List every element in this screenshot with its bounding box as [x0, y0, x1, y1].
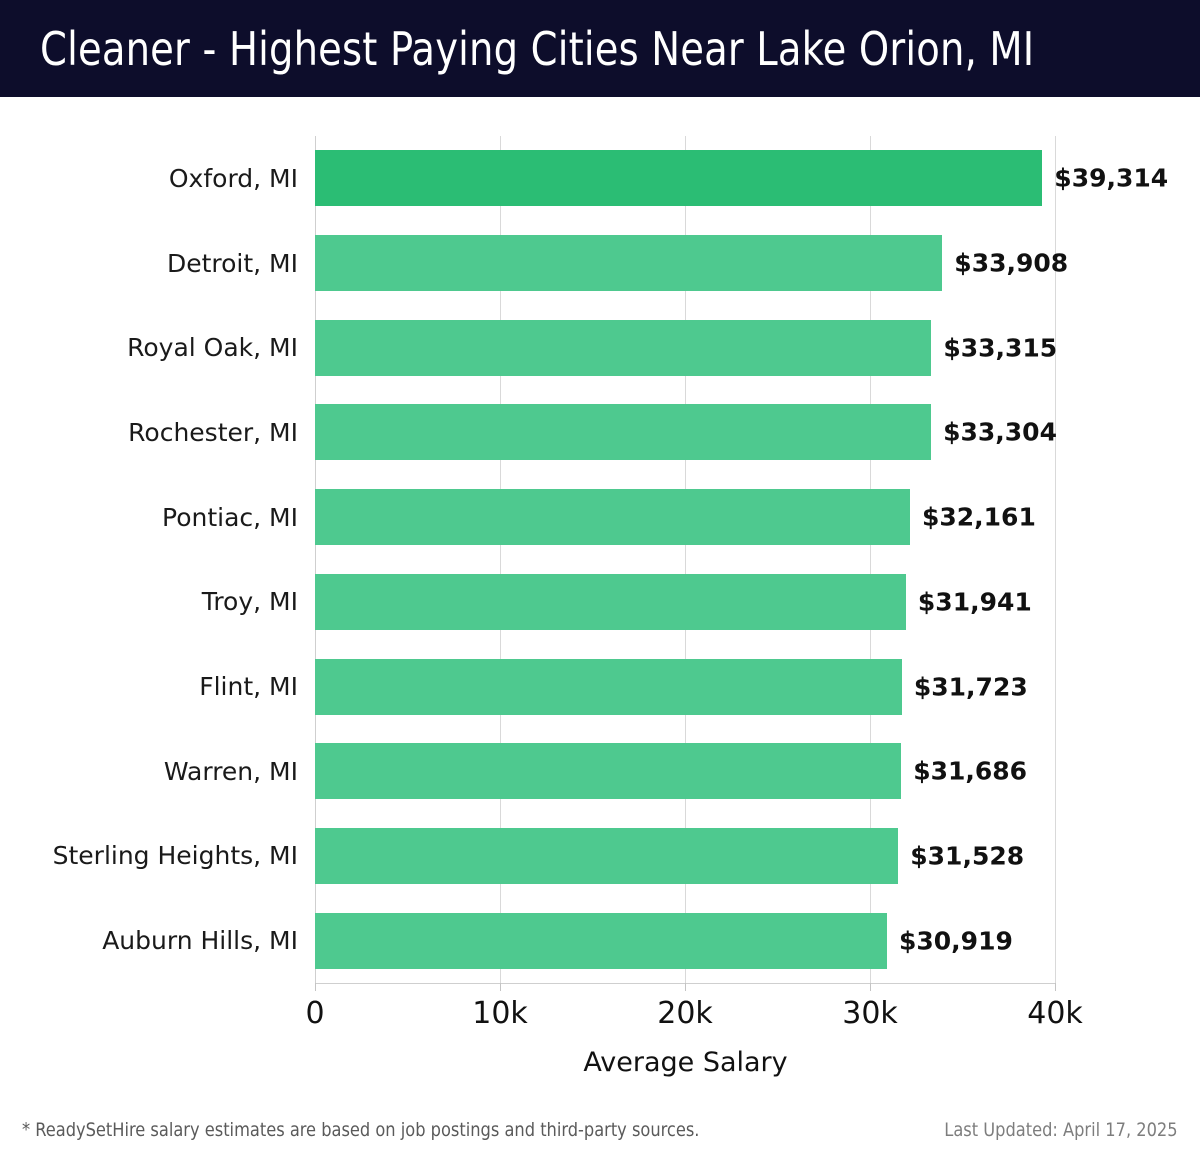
x-tick-mark	[685, 983, 686, 991]
bar-row[interactable]: $33,315	[315, 319, 1058, 376]
gridline	[685, 136, 686, 983]
bar[interactable]	[315, 319, 932, 376]
category-label: Oxford, MI	[168, 163, 298, 193]
category-label: Sterling Heights, MI	[52, 841, 298, 871]
gridline	[870, 136, 871, 983]
bar-row[interactable]: $39,314	[315, 150, 1168, 207]
gridline	[1055, 136, 1056, 983]
category-label: Detroit, MI	[166, 248, 298, 278]
x-tick-label: 10k	[472, 996, 528, 1031]
bar-value-label: $31,528	[910, 841, 1025, 871]
bar-value-label: $33,304	[943, 417, 1057, 447]
bar-value-label: $33,908	[954, 248, 1069, 278]
bar[interactable]	[315, 912, 887, 969]
bar-row[interactable]: $30,919	[315, 912, 1055, 969]
bar[interactable]	[315, 150, 1043, 207]
bar[interactable]	[315, 743, 902, 800]
bar-row[interactable]: $31,528	[315, 827, 1055, 884]
category-label: Warren, MI	[163, 756, 298, 786]
bar-value-label: $31,941	[917, 587, 1032, 617]
bar[interactable]	[315, 658, 902, 715]
category-label: Rochester, MI	[128, 417, 298, 447]
bar-value-label: $30,919	[899, 926, 1013, 956]
bar[interactable]	[315, 489, 910, 546]
footer: * ReadySetHire salary estimates are base…	[0, 1102, 1200, 1158]
x-tick-label: 40k	[1027, 996, 1083, 1031]
x-tick-mark	[500, 983, 501, 991]
bar-row[interactable]: $32,161	[315, 489, 1055, 546]
page-title: Cleaner - Highest Paying Cities Near Lak…	[40, 21, 1035, 76]
x-tick-mark	[870, 983, 871, 991]
x-tick-mark	[1055, 983, 1056, 991]
header-bar: Cleaner - Highest Paying Cities Near Lak…	[0, 0, 1200, 97]
bar[interactable]	[315, 404, 932, 461]
bar-value-label: $32,161	[921, 502, 1036, 532]
gridline	[500, 136, 501, 983]
bar-value-label: $33,315	[943, 333, 1058, 363]
plot-area: $39,314 $33,908 $33,315 $33,304 $32,161 $31,9…	[315, 136, 1168, 983]
gridline	[315, 136, 316, 983]
bar-row[interactable]: $33,908	[315, 235, 1068, 292]
x-axis-title: Average Salary	[583, 1047, 788, 1078]
category-label: Auburn Hills, MI	[102, 926, 298, 956]
category-label: Troy, MI	[201, 587, 298, 617]
bar-row[interactable]: $31,686	[315, 743, 1055, 800]
x-tick-label: 20k	[657, 996, 713, 1031]
category-label: Flint, MI	[199, 672, 298, 702]
bar-value-label: $31,723	[913, 672, 1028, 702]
category-label: Royal Oak, MI	[127, 333, 298, 363]
x-tick-mark	[315, 983, 316, 991]
bar-value-label: $39,314	[1054, 163, 1169, 193]
bar-row[interactable]: $33,304	[315, 404, 1057, 461]
bar[interactable]	[315, 827, 899, 884]
bar-row[interactable]: $31,723	[315, 658, 1055, 715]
footer-last-updated: Last Updated: April 17, 2025	[944, 1119, 1178, 1141]
chart-canvas: Oxford, MI Detroit, MI Royal Oak, MI Roches…	[0, 97, 1200, 1102]
bar-row[interactable]: $31,941	[315, 573, 1055, 630]
category-axis: Oxford, MI Detroit, MI Royal Oak, MI Roches…	[0, 136, 298, 983]
footer-disclaimer: * ReadySetHire salary estimates are base…	[22, 1119, 700, 1141]
bar[interactable]	[315, 235, 943, 292]
x-tick-label: 30k	[842, 996, 898, 1031]
bar-value-label: $31,686	[913, 756, 1028, 786]
category-label: Pontiac, MI	[162, 502, 298, 532]
x-tick-label: 0	[305, 996, 325, 1031]
bar[interactable]	[315, 573, 906, 630]
